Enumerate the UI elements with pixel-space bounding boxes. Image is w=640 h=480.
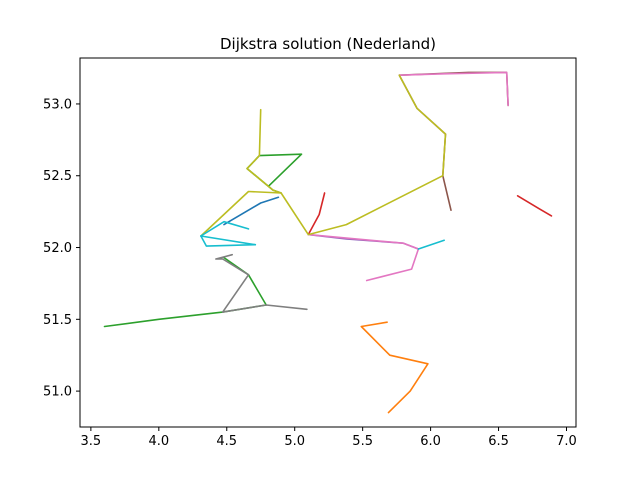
x-tick-label: 5.0 <box>284 434 305 449</box>
x-tick-label: 5.5 <box>352 434 373 449</box>
y-tick-label: 52.5 <box>43 169 72 184</box>
route-line-1 <box>223 196 280 226</box>
x-tick-label: 6.0 <box>420 434 441 449</box>
x-tick-label: 3.5 <box>81 434 102 449</box>
route-line-13 <box>246 74 447 236</box>
x-axis: 3.5 4.0 4.5 5.0 5.5 6.0 6.5 7.0 <box>81 427 577 449</box>
series-layer <box>103 71 553 414</box>
x-tick-label: 4.0 <box>148 434 169 449</box>
route-line-17 <box>200 235 257 247</box>
route-line-14 <box>200 190 282 237</box>
x-tick-label: 7.0 <box>556 434 577 449</box>
route-line-16 <box>200 235 257 246</box>
chart-title: Dijkstra solution (Nederland) <box>220 35 436 53</box>
route-line-6 <box>516 195 553 217</box>
y-tick-label: 53.0 <box>43 97 72 112</box>
route-line-2 <box>360 321 429 414</box>
y-tick-label: 52.0 <box>43 241 72 256</box>
route-line-12 <box>215 253 308 313</box>
y-tick-label: 51.0 <box>43 385 72 400</box>
plot-area-frame <box>79 57 577 428</box>
x-tick-label: 6.5 <box>488 434 509 449</box>
y-axis: 51.0 51.5 52.0 52.5 53.0 <box>43 97 80 400</box>
x-tick-label: 4.5 <box>216 434 237 449</box>
y-tick-label: 51.5 <box>43 313 72 328</box>
route-line-11 <box>398 71 509 107</box>
route-line-15 <box>200 220 250 237</box>
route-line-18 <box>417 239 446 250</box>
route-line-5 <box>307 192 326 236</box>
